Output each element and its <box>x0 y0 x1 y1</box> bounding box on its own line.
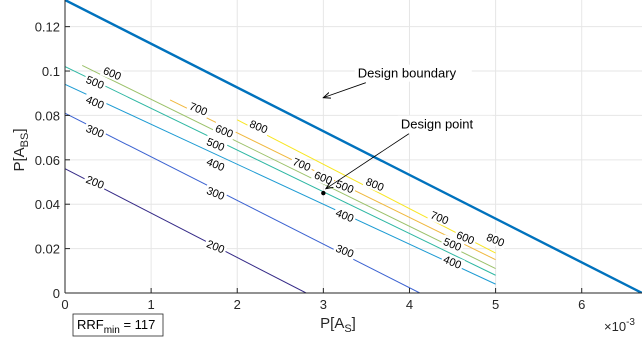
x-axis-label: P[AS] <box>320 315 356 335</box>
y-tick-label-4: 0.08 <box>35 108 60 123</box>
tick-labels: 0 1 2 3 4 5 6 0 0.02 0.04 0.06 0.08 0.1 0.12 <box>35 20 586 312</box>
contour-line-500 <box>65 66 496 276</box>
x-tick-label-0: 0 <box>61 297 68 312</box>
contour-label-bg-16 <box>453 227 478 248</box>
x-tick-label-4: 4 <box>406 297 413 312</box>
y-tick-label-1: 0.02 <box>35 242 60 257</box>
contour-label-bg-4 <box>332 241 358 261</box>
x-tick-label-5: 5 <box>492 297 499 312</box>
contour-label-bg-1 <box>203 236 229 257</box>
y-tick-label-3: 0.06 <box>35 153 60 168</box>
x-tick-label-6: 6 <box>578 297 585 312</box>
contour-label-bg-10 <box>203 134 229 154</box>
y-tick-label-0: 0 <box>53 286 60 301</box>
contour-label-bg-18 <box>289 154 315 174</box>
contour-label-bg-20 <box>246 116 272 137</box>
annotation-arrow-1 <box>326 133 410 189</box>
x-tick-label-2: 2 <box>234 297 241 312</box>
annotation-box-0 <box>354 64 472 82</box>
axes <box>64 0 642 294</box>
contour-line-400 <box>65 83 496 285</box>
contour-label-bg-11 <box>332 176 358 197</box>
y-tick-label-5: 0.1 <box>42 64 60 79</box>
contour-label-bg-9 <box>82 72 108 92</box>
x-tick-label-3: 3 <box>320 297 327 312</box>
x-exponent: ×10-3 <box>604 317 635 334</box>
design-point-marker <box>321 190 326 196</box>
y-tick-label-6: 0.12 <box>35 20 60 35</box>
contour-line-300 <box>65 112 421 293</box>
rrf-box: RRFmin = 117 <box>72 313 164 337</box>
annotation-1: Design point <box>401 117 474 132</box>
contour-label-bg-0 <box>82 172 108 192</box>
svg-text:RRFmin = 117: RRFmin = 117 <box>77 317 155 336</box>
boundary-layer <box>65 0 642 293</box>
design-boundary-line <box>65 0 642 293</box>
y-axis-label: P[ABS] <box>11 128 31 171</box>
annotation-box-1 <box>397 115 493 133</box>
contour-line-200 <box>65 168 307 293</box>
contour-label-bg-21 <box>362 174 388 194</box>
contour-line-600 <box>82 65 496 270</box>
x-tick-label-1: 1 <box>148 297 155 312</box>
contour-label-bg-14 <box>211 121 237 141</box>
contour-label-bg-7 <box>332 205 358 225</box>
contour-label-bg-12 <box>440 234 465 254</box>
contour-label-bg-8 <box>440 252 465 272</box>
y-tick-label-2: 0.04 <box>35 197 60 212</box>
contour-label-bg-6 <box>203 154 229 174</box>
contour-label-bg-13 <box>99 63 125 83</box>
annotations: Design boundary Design point <box>321 64 493 196</box>
annotation-arrow-0 <box>323 82 366 98</box>
contour-label-bg-19 <box>427 207 453 228</box>
contour-label-bg-22 <box>483 230 509 250</box>
annotation-0: Design boundary <box>358 66 457 81</box>
contour-lines <box>65 65 496 293</box>
contour-label-bg-2 <box>82 121 108 141</box>
contour-label-bg-5 <box>82 92 108 112</box>
contour-label-bg-3 <box>203 183 229 203</box>
contour-label-bg-17 <box>186 99 211 119</box>
